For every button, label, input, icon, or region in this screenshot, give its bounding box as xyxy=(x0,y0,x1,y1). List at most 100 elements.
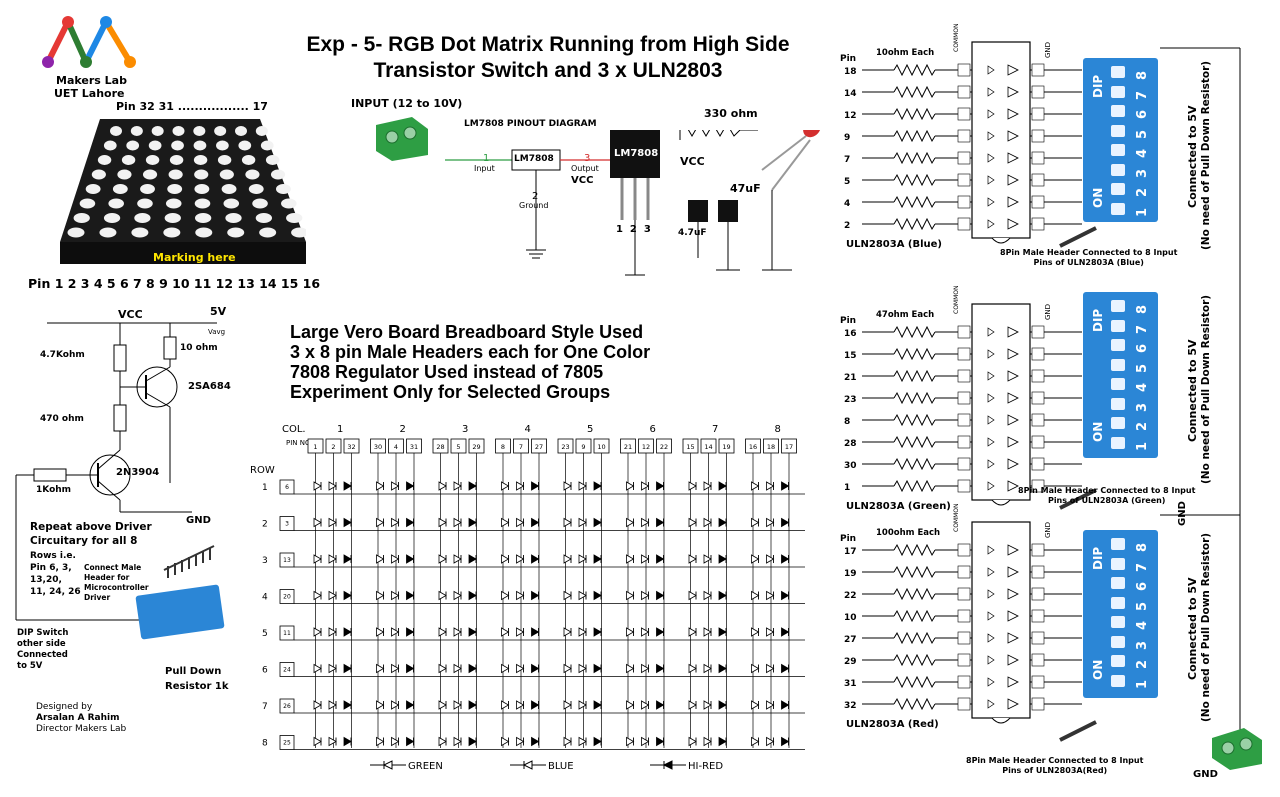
led-diode xyxy=(626,481,635,491)
dip-toggle[interactable] xyxy=(1111,183,1125,195)
led-diode xyxy=(406,627,415,637)
dip-toggle[interactable] xyxy=(1111,358,1125,371)
input-terminal-block xyxy=(372,115,430,163)
header-note-4: Driver xyxy=(84,593,111,602)
dip-number: 3 xyxy=(1135,402,1150,412)
driver-gnd: GND xyxy=(186,515,211,526)
matrix-dot xyxy=(223,198,240,209)
uln-diode xyxy=(987,655,995,665)
header-connect-note: 8Pin Male Header Connected to 8 Input Pin… xyxy=(1018,486,1195,506)
dip-toggle[interactable] xyxy=(1111,378,1125,390)
dip-toggle[interactable] xyxy=(1111,66,1125,78)
uln-diode xyxy=(987,371,995,381)
repeat-note: Repeat above Driver Circuitary for all 8 xyxy=(30,520,152,548)
uln-input-pin: 7 xyxy=(844,155,850,165)
matrix-dot xyxy=(286,213,303,223)
rows-list3: 11, 24, 26 xyxy=(30,587,81,597)
input-label: INPUT (12 to 10V) xyxy=(351,97,463,110)
row-pin-box xyxy=(279,662,295,677)
dip-toggle[interactable] xyxy=(1111,300,1125,312)
led-diode xyxy=(563,481,572,491)
uln-buffer xyxy=(1007,152,1019,164)
matrix-dot xyxy=(168,169,183,180)
dip-toggle[interactable] xyxy=(1111,85,1125,98)
matrix-dot xyxy=(219,169,234,180)
dip-toggle[interactable] xyxy=(1111,436,1125,449)
uln-dip-switch[interactable]: 8 7 6 5 4 3 2 1 DIP ON xyxy=(1083,530,1158,698)
led-diode xyxy=(563,736,572,747)
dip-toggle[interactable] xyxy=(1111,655,1125,667)
dip-toggle[interactable] xyxy=(1111,339,1125,351)
uln-diode xyxy=(987,349,995,359)
dip-number: 4 xyxy=(1135,148,1150,158)
led-diode xyxy=(641,590,650,601)
matrix-dot xyxy=(121,155,136,165)
uln-pin-box xyxy=(957,675,971,689)
led-diode xyxy=(766,481,775,491)
header-connect-line2: Pins of ULN2803A (Green) xyxy=(1047,496,1166,505)
dip-toggle[interactable] xyxy=(1111,538,1125,550)
led-diode xyxy=(766,627,775,637)
led-diode xyxy=(531,481,540,491)
dip-number: 3 xyxy=(1135,640,1150,650)
col-number: 4 xyxy=(525,424,531,435)
dip-toggle[interactable] xyxy=(1111,577,1125,589)
led-diode xyxy=(626,590,635,601)
dip-toggle[interactable] xyxy=(1111,144,1125,156)
matrix-dot xyxy=(117,169,132,180)
matrix-dot xyxy=(194,198,211,209)
dip-toggle[interactable] xyxy=(1111,635,1125,648)
dip-toggle[interactable] xyxy=(1111,557,1125,570)
uln-dip-switch[interactable]: 8 7 6 5 4 3 2 1 DIP ON xyxy=(1083,58,1158,222)
cap-47uf: 47uF xyxy=(730,182,761,195)
led-diode xyxy=(656,627,665,637)
matrix-dot xyxy=(194,184,210,194)
led-diode xyxy=(593,700,602,710)
uln-male-header xyxy=(1059,488,1097,510)
dip-toggle[interactable] xyxy=(1111,319,1125,332)
dip-number: 7 xyxy=(1135,90,1150,100)
uln-buffer xyxy=(1007,458,1019,470)
dip-label: DIP xyxy=(1091,546,1105,570)
uln-dip-switch[interactable]: 8 7 6 5 4 3 2 1 DIP ON xyxy=(1083,292,1158,458)
dip-toggle[interactable] xyxy=(1111,596,1125,609)
led-diode xyxy=(703,736,712,747)
uln-diode xyxy=(987,699,995,709)
uln-pin-box xyxy=(1031,217,1045,231)
led-diode xyxy=(453,517,462,528)
credits: Designed by Arsalan A Rahim Director Mak… xyxy=(36,702,126,735)
dip-number: 3 xyxy=(1135,168,1150,178)
uln-diode xyxy=(987,545,995,555)
dip-toggle[interactable] xyxy=(1111,417,1125,429)
uln-input-pin: 29 xyxy=(844,657,857,667)
dip-toggle[interactable] xyxy=(1111,163,1125,176)
col-pin: 2 xyxy=(331,443,335,451)
led-diode xyxy=(438,627,447,637)
dip-toggle[interactable] xyxy=(1111,397,1125,410)
matrix-dot xyxy=(151,126,164,136)
row-number: 5 xyxy=(262,629,268,639)
uln-pin-box xyxy=(1031,129,1045,143)
package-pins: 1 2 3 xyxy=(616,224,651,235)
dip-toggle[interactable] xyxy=(1111,105,1125,117)
uln-pin-box xyxy=(1031,631,1045,645)
led-diode xyxy=(343,590,352,601)
matrix-dot xyxy=(259,227,277,238)
led-diode xyxy=(626,627,635,637)
dip-number: 1 xyxy=(1135,679,1150,689)
led-diode xyxy=(641,663,650,674)
dip-note-2: other side xyxy=(17,639,66,649)
led-diode xyxy=(563,517,572,528)
led-diode xyxy=(781,554,790,564)
col-pin: 12 xyxy=(642,443,650,451)
dip-toggle[interactable] xyxy=(1111,202,1125,215)
uln-notch xyxy=(991,717,1011,724)
dip-toggle[interactable] xyxy=(1111,616,1125,628)
gnd-terminal-graphic xyxy=(1212,728,1262,770)
led-diode xyxy=(718,627,727,637)
legend-diode xyxy=(522,760,533,770)
dip-toggle[interactable] xyxy=(1111,124,1125,137)
dip-toggle[interactable] xyxy=(1111,674,1125,687)
uln-diode xyxy=(987,219,995,229)
uln-common-label: COMMON xyxy=(953,504,960,532)
